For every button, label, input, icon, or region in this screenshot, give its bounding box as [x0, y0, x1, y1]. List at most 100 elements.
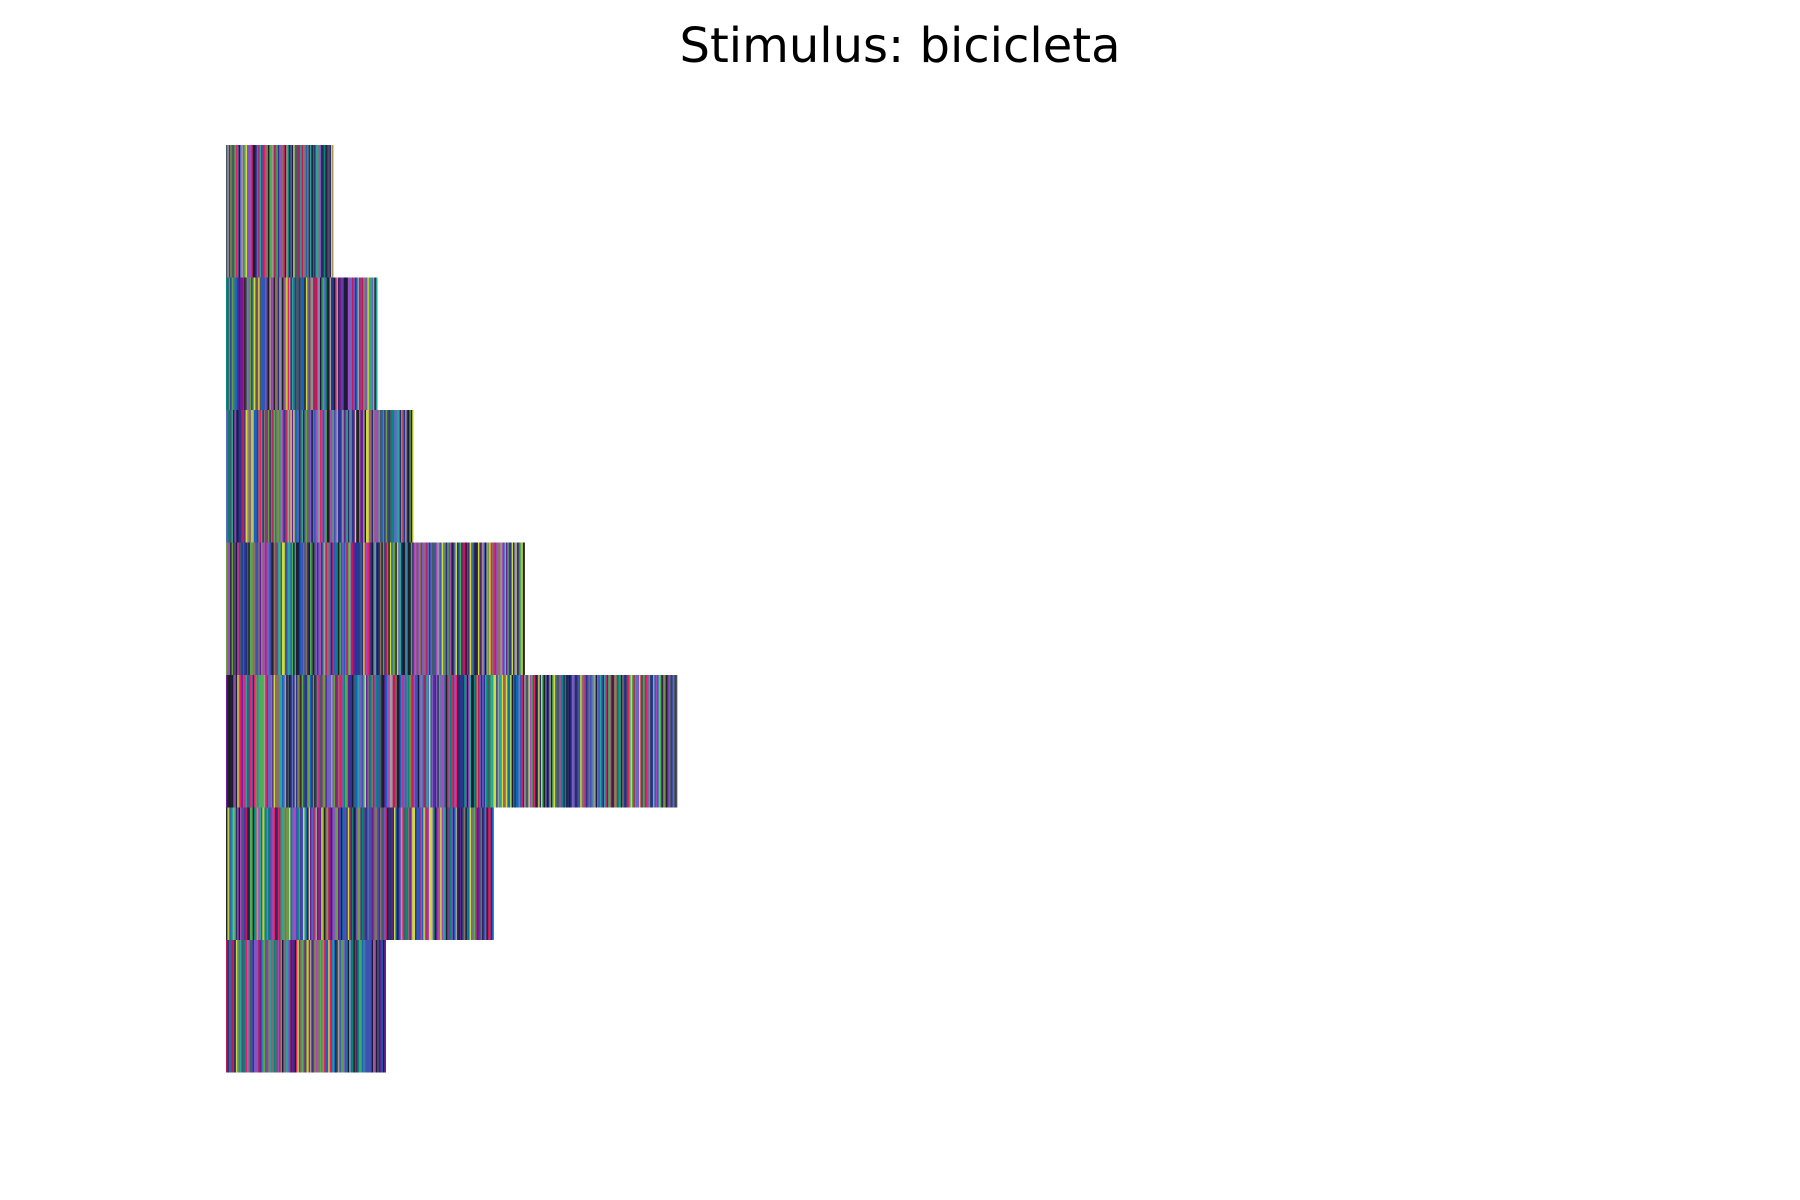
heatmap-cell [230, 410, 232, 543]
heatmap-cell [469, 675, 472, 808]
heatmap-cell [528, 675, 531, 808]
heatmap-cell [277, 542, 280, 675]
heatmap-cell [636, 675, 638, 808]
heatmap-cell [339, 940, 342, 1073]
heatmap-cell [489, 542, 491, 675]
heatmap-cell [431, 675, 434, 808]
heatmap-cell [331, 277, 333, 410]
heatmap-cell [262, 675, 265, 808]
heatmap-cell [500, 675, 503, 808]
heatmap-cell [577, 675, 580, 808]
heatmap-cell [272, 675, 274, 808]
heatmap-cell [459, 542, 462, 675]
heatmap-cell [308, 675, 311, 808]
heatmap-cell [599, 675, 602, 808]
heatmap-cell [361, 277, 364, 410]
heatmap-cell [569, 675, 571, 808]
heatmap-cell [308, 542, 311, 675]
heatmap-cell [511, 675, 514, 808]
heatmap-cell [361, 807, 364, 940]
heatmap-cell [452, 675, 455, 808]
heatmap-cell [553, 675, 556, 808]
heatmap-cell [359, 807, 361, 940]
heatmap-cell [329, 542, 332, 675]
heatmap-cell [356, 940, 358, 1073]
heatmap-cell [249, 145, 252, 278]
heatmap-cell [332, 675, 335, 808]
heatmap-cell [380, 542, 382, 675]
heatmap-cell [391, 675, 393, 808]
heatmap-cell [646, 675, 648, 808]
heatmap-cell [423, 807, 426, 940]
heatmap-cell [346, 277, 349, 410]
heatmap-cell [366, 940, 368, 1073]
heatmap-cell [440, 807, 442, 940]
heatmap-cell [420, 807, 423, 940]
heatmap-cell [370, 807, 372, 940]
heatmap-cell [259, 940, 262, 1073]
heatmap-cell [291, 277, 294, 410]
heatmap-cell [303, 277, 305, 410]
heatmap-cell [367, 675, 370, 808]
heatmap-cell [227, 277, 230, 410]
heatmap-cell [384, 542, 386, 675]
heatmap-cell [324, 675, 326, 808]
heatmap-cell [476, 807, 479, 940]
heatmap-cell [329, 410, 332, 543]
heatmap-cell [360, 807, 363, 940]
heatmap-cell [433, 542, 435, 675]
heatmap-cell [462, 542, 465, 675]
heatmap-cell [664, 675, 666, 808]
heatmap-cell [525, 675, 528, 808]
heatmap-cell [322, 807, 325, 940]
heatmap-cell [515, 542, 518, 675]
heatmap-cell [608, 675, 610, 808]
heatmap-cell [245, 145, 248, 278]
heatmap-cell [381, 807, 384, 940]
heatmap-cell [434, 675, 437, 808]
heatmap-cell [335, 807, 337, 940]
heatmap-cell [450, 675, 452, 808]
heatmap-cell [413, 807, 416, 940]
heatmap-row-5 [226, 675, 678, 808]
heatmap-cell [259, 542, 262, 675]
heatmap-cell [455, 675, 458, 808]
heatmap-cell [240, 542, 242, 675]
heatmap-cell [237, 410, 239, 543]
heatmap-cell [350, 940, 353, 1073]
heatmap-cell [307, 542, 309, 675]
heatmap-cell [255, 542, 258, 675]
heatmap-cell [266, 675, 269, 808]
heatmap-cell [499, 542, 501, 675]
heatmap-cell [441, 675, 444, 808]
heatmap-cell [228, 542, 231, 675]
heatmap-cell [272, 940, 274, 1073]
heatmap-cell [444, 542, 447, 675]
heatmap-cell [238, 940, 241, 1073]
heatmap-cell [275, 542, 277, 675]
heatmap-cell [322, 675, 325, 808]
heatmap-cell [230, 675, 232, 808]
heatmap-cell [319, 277, 322, 410]
heatmap-cell [268, 145, 270, 278]
heatmap-cell [304, 145, 307, 278]
heatmap-cell [261, 542, 263, 675]
heatmap-cell [426, 542, 428, 675]
heatmap-cell [321, 940, 323, 1073]
heatmap-cell [374, 277, 377, 410]
heatmap-cell [349, 940, 351, 1073]
heatmap-cell [241, 542, 244, 675]
heatmap-cell [261, 277, 263, 410]
heatmap-cell [357, 807, 360, 940]
heatmap-cell [370, 675, 372, 808]
heatmap-cell [508, 542, 511, 675]
heatmap-cell [373, 675, 375, 808]
heatmap-cell [227, 675, 230, 808]
heatmap-cell [279, 940, 281, 1073]
heatmap-cell [242, 807, 245, 940]
heatmap-cell [356, 542, 358, 675]
heatmap-cell [476, 675, 479, 808]
heatmap-cell [403, 410, 406, 543]
heatmap-cell [403, 542, 406, 675]
heatmap-cell [328, 542, 330, 675]
